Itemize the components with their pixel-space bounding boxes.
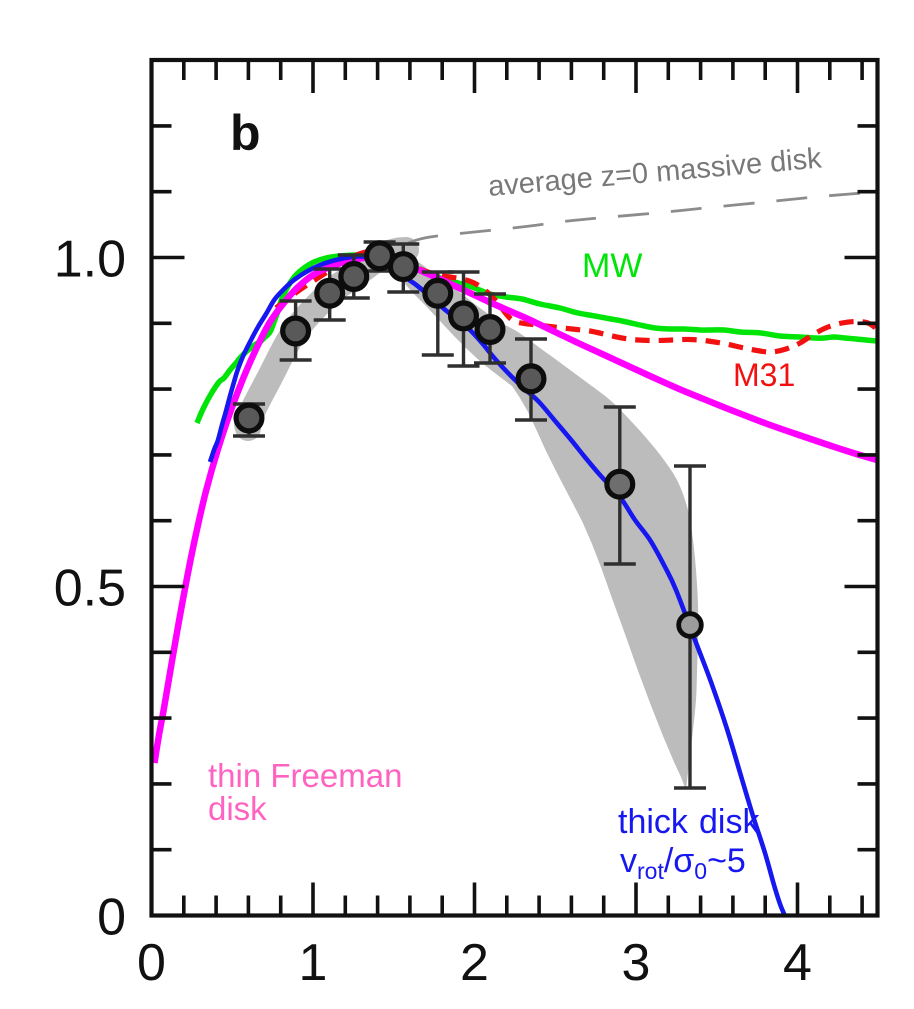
svg-text:0: 0: [137, 934, 166, 992]
svg-text:4: 4: [783, 934, 812, 992]
svg-text:3: 3: [622, 934, 651, 992]
svg-text:disk: disk: [208, 790, 267, 827]
svg-text:disk: disk: [699, 803, 760, 841]
svg-text:0.5: 0.5: [54, 560, 126, 618]
svg-text:b: b: [230, 105, 261, 161]
svg-text:M31: M31: [733, 357, 795, 393]
svg-text:thick: thick: [618, 803, 689, 841]
svg-text:0: 0: [97, 889, 126, 947]
svg-text:MW: MW: [582, 247, 642, 285]
svg-text:1: 1: [299, 934, 328, 992]
svg-text:thin Freeman: thin Freeman: [208, 757, 402, 794]
svg-text:1.0: 1.0: [54, 231, 126, 289]
svg-text:2: 2: [460, 934, 489, 992]
